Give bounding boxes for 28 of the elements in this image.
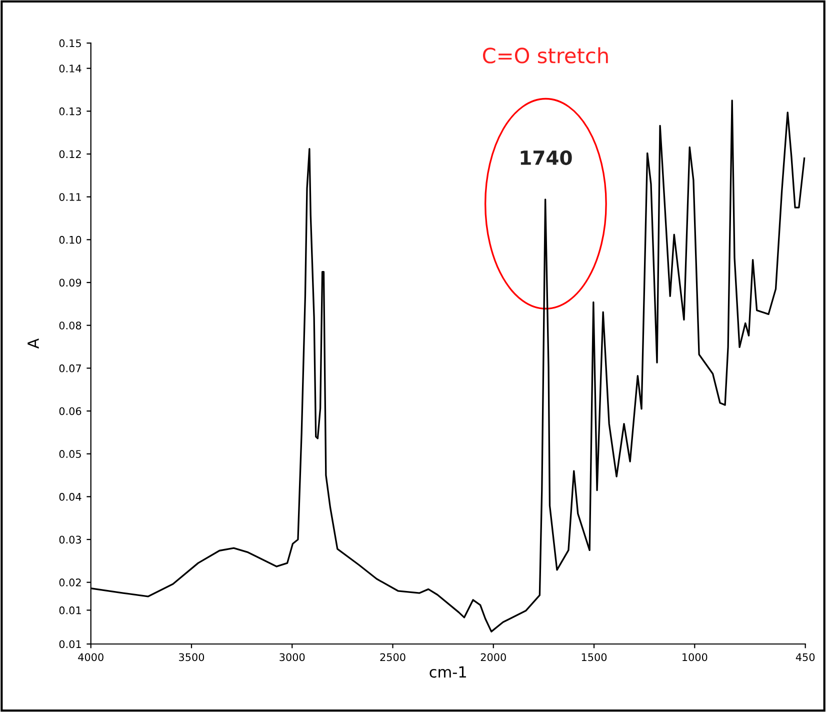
x-tick-label: 1000 (682, 653, 708, 662)
y-tick-label: 0.15 (59, 39, 81, 48)
annotation: 1740 (520, 150, 572, 166)
y-tick-label: 0.07 (59, 364, 81, 372)
x-tick-label: 2500 (380, 653, 406, 662)
y-tick-label: 0.08 (59, 322, 82, 330)
y-tick-label: 0.09 (59, 278, 82, 287)
x-tick-label: 450 (796, 653, 815, 662)
y-tick-label: 0.01 (59, 606, 81, 614)
x-tick-label: 3000 (280, 653, 305, 662)
x-tick-label: 1500 (582, 653, 607, 662)
y-tick-label: 0.02 (59, 578, 81, 586)
y-tick-label: 0.03 (59, 536, 81, 544)
y-tick-label: 0.11 (59, 193, 81, 201)
y-tick-label: 0.06 (59, 407, 82, 416)
y-tick-label: 0.05 (59, 450, 81, 458)
x-tick-label: 4000 (78, 653, 104, 662)
y-tick-label: 0.14 (59, 64, 82, 72)
x-axis-title: cm-1 (430, 666, 466, 678)
y-tick-label: 0.04 (59, 492, 82, 501)
y-tick-label: 0.12 (59, 150, 81, 158)
y-tick-label: 0.13 (59, 107, 81, 116)
x-tick-label: 2000 (480, 653, 506, 662)
annotation: C=O stretch (482, 47, 608, 64)
x-tick-label: 3500 (179, 653, 204, 662)
y-tick-label: 0.01 (59, 640, 81, 648)
y-tick-label: 0.10 (59, 236, 82, 244)
y-axis-title: A (28, 338, 39, 349)
